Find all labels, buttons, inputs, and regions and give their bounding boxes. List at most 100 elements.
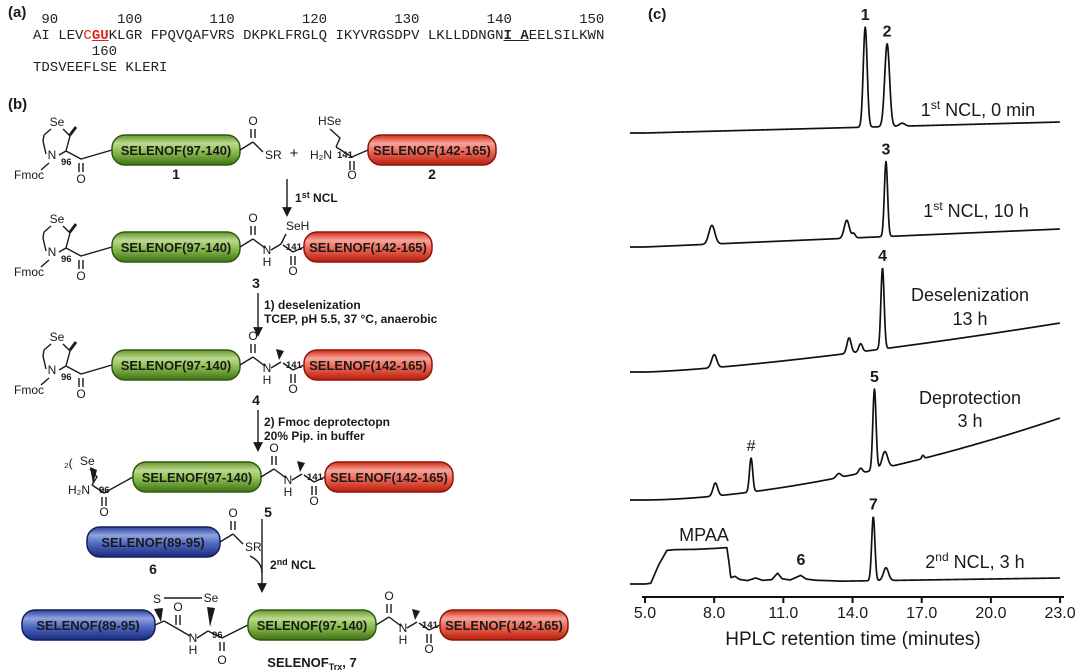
curved-connector <box>249 555 263 574</box>
x-tick-label: 8.0 <box>703 605 725 622</box>
selenof-142-165-pill <box>439 609 569 641</box>
peak-label-4: 4 <box>878 248 887 265</box>
sequence-segment: EELSILKWN <box>528 28 605 44</box>
chromatogram-line-4 <box>629 388 1061 501</box>
sequence-segment: I A <box>503 28 529 44</box>
selenof-142-165-pill <box>367 134 497 166</box>
sequence-segment: KLGR FPQVQAFVRS DKPKLFRGLQ IKYVRGSDPV LK… <box>108 28 504 44</box>
x-axis-title: HPLC retention time (minutes) <box>725 629 981 650</box>
trace-2: 3 1st NCL, 10 h <box>629 142 1061 248</box>
compound-4: 4 <box>252 392 260 408</box>
synthesis-scheme: SELENOF(97-140) SELENOF(142-165) SELENOF… <box>12 113 569 672</box>
x-tick-label: 14.0 <box>837 605 868 622</box>
chromatogram-line-5 <box>629 516 1061 585</box>
compound-6: 6 <box>149 561 157 577</box>
trace-title: 13 h <box>952 309 987 329</box>
x-tick-label: 11.0 <box>768 605 798 622</box>
residue-141: 141 <box>337 150 354 161</box>
alanine-linkage <box>375 588 441 657</box>
trace-title: 2nd NCL, 3 h <box>925 550 1024 572</box>
annotation-MPAA: MPAA <box>679 525 729 545</box>
second-ncl-step: 2nd NCL <box>249 519 316 593</box>
chromatogram-line-1 <box>629 26 1061 134</box>
sequence-segment: C <box>83 28 92 44</box>
thioester-group <box>239 113 283 163</box>
fmoc-deprotection-step: 2) Fmoc deprotectopn 20% Pip. in buffer <box>253 410 390 452</box>
deselenization-line-1: 1) deselenization <box>264 298 361 312</box>
chromatogram-line-2 <box>629 160 1061 248</box>
peak-label-5: 5 <box>870 369 879 386</box>
selenof-97-140-pill <box>247 609 377 641</box>
sulfur-atom: S <box>153 592 161 606</box>
compound-1: 1 <box>172 166 180 182</box>
panel-b-label: (b) <box>8 96 28 113</box>
x-tick-label: 23.0 <box>1045 605 1076 622</box>
fmoc-selenazolidine <box>12 113 114 188</box>
selenof-97-140-pill <box>132 461 262 493</box>
trace-4: #5 Deprotection 3 h <box>629 369 1061 501</box>
residue-96: 96 <box>99 485 110 496</box>
thioester-group <box>219 505 263 555</box>
residue-96: 96 <box>212 630 223 641</box>
trace-1: 12 1st NCL, 0 min <box>629 7 1061 134</box>
selenof-97-140-pill <box>111 134 241 166</box>
oxygen-atom: O <box>347 168 356 182</box>
trace-title: 1st NCL, 10 h <box>923 199 1028 221</box>
amine-group: H₂N <box>310 148 332 162</box>
selenof-142-165-pill <box>324 461 454 493</box>
trace-title: 3 h <box>957 411 982 431</box>
product-label: SELENOFTrx, 7 <box>267 655 356 672</box>
second-ncl-label: 2nd NCL <box>270 557 316 572</box>
structure-4: 4 <box>12 328 433 408</box>
panel-a-label: (a) <box>8 4 27 21</box>
alanine-linkage <box>260 440 326 509</box>
fmoc-selenazolidine <box>12 328 114 403</box>
selenof-97-140-pill <box>111 349 241 381</box>
structure-7: S Se O N H 96 O SELENOFTrx, 7 <box>21 588 569 672</box>
amine-group: H₂N <box>68 483 90 497</box>
x-tick-label: 5.0 <box>634 605 656 622</box>
trace-title: 1st NCL, 0 min <box>921 98 1035 120</box>
selenol-hse: HSe <box>318 114 342 128</box>
selenof-89-95-pill <box>21 609 156 641</box>
deprotection-line-2: 20% Pip. in buffer <box>264 429 365 443</box>
trace-title: Deprotection <box>919 388 1021 408</box>
peak-label-7: 7 <box>869 497 878 514</box>
compound-3: 3 <box>252 275 260 291</box>
structure-5: ₂( Se H₂N 96 O 5 <box>64 440 454 520</box>
deselenization-line-2: TCEP, pH 5.5, 37 °C, anaerobic <box>264 312 438 326</box>
peak-label-1: 1 <box>861 7 870 24</box>
oxygen-atom: O <box>99 505 108 519</box>
sequence-ruler-1: 90 100 110 120 130 140 150 <box>33 12 605 28</box>
deselenization-step: 1) deselenization TCEP, pH 5.5, 37 °C, a… <box>253 293 438 337</box>
selenocysteine-linkage <box>239 210 311 279</box>
first-ncl-step: 1st NCL <box>282 179 338 217</box>
sequence-panel: 90 100 110 120 130 140 150 AI LEVCGUKLGR… <box>33 12 604 76</box>
peak-label-3: 3 <box>882 142 891 159</box>
sequence-ruler-2: 160 <box>33 44 118 60</box>
selenof-89-95-pill <box>86 526 221 558</box>
sequence-line-2: TDSVEEFLSE KLERI <box>33 60 168 76</box>
trace-3: 4 Deselenization 13 h <box>629 248 1061 373</box>
selenium-atom: Se <box>80 454 95 468</box>
compound-2: 2 <box>428 166 436 182</box>
selenof-142-165-pill <box>303 349 433 381</box>
hplc-chromatogram-panel: 5.0 8.0 11.0 14.0 17.0 20.0 23.0 HPLC retention… <box>629 7 1076 650</box>
nitrogen-atom: N <box>189 631 198 645</box>
x-tick-label: 20.0 <box>975 605 1006 622</box>
selenof-142-165-pill <box>303 231 433 263</box>
sequence-segment: GU <box>91 28 109 44</box>
selenium-atom: Se <box>204 591 219 605</box>
trace-title: Deselenization <box>911 285 1029 305</box>
x-tick-label: 17.0 <box>906 605 937 622</box>
structure-3: 3 <box>12 210 433 291</box>
plus-sign: + <box>290 145 299 162</box>
compound-5: 5 <box>264 504 272 520</box>
deprotection-line-1: 2) Fmoc deprotectopn <box>264 415 390 429</box>
annotation-6: 6 <box>797 552 806 569</box>
structure-6: 6 <box>86 505 263 577</box>
sequence-segment: AI LEV <box>33 28 84 44</box>
oxygen-atom: O <box>173 600 182 614</box>
trace-5: 7 2nd NCL, 3 h MPAA 6 <box>629 497 1061 585</box>
